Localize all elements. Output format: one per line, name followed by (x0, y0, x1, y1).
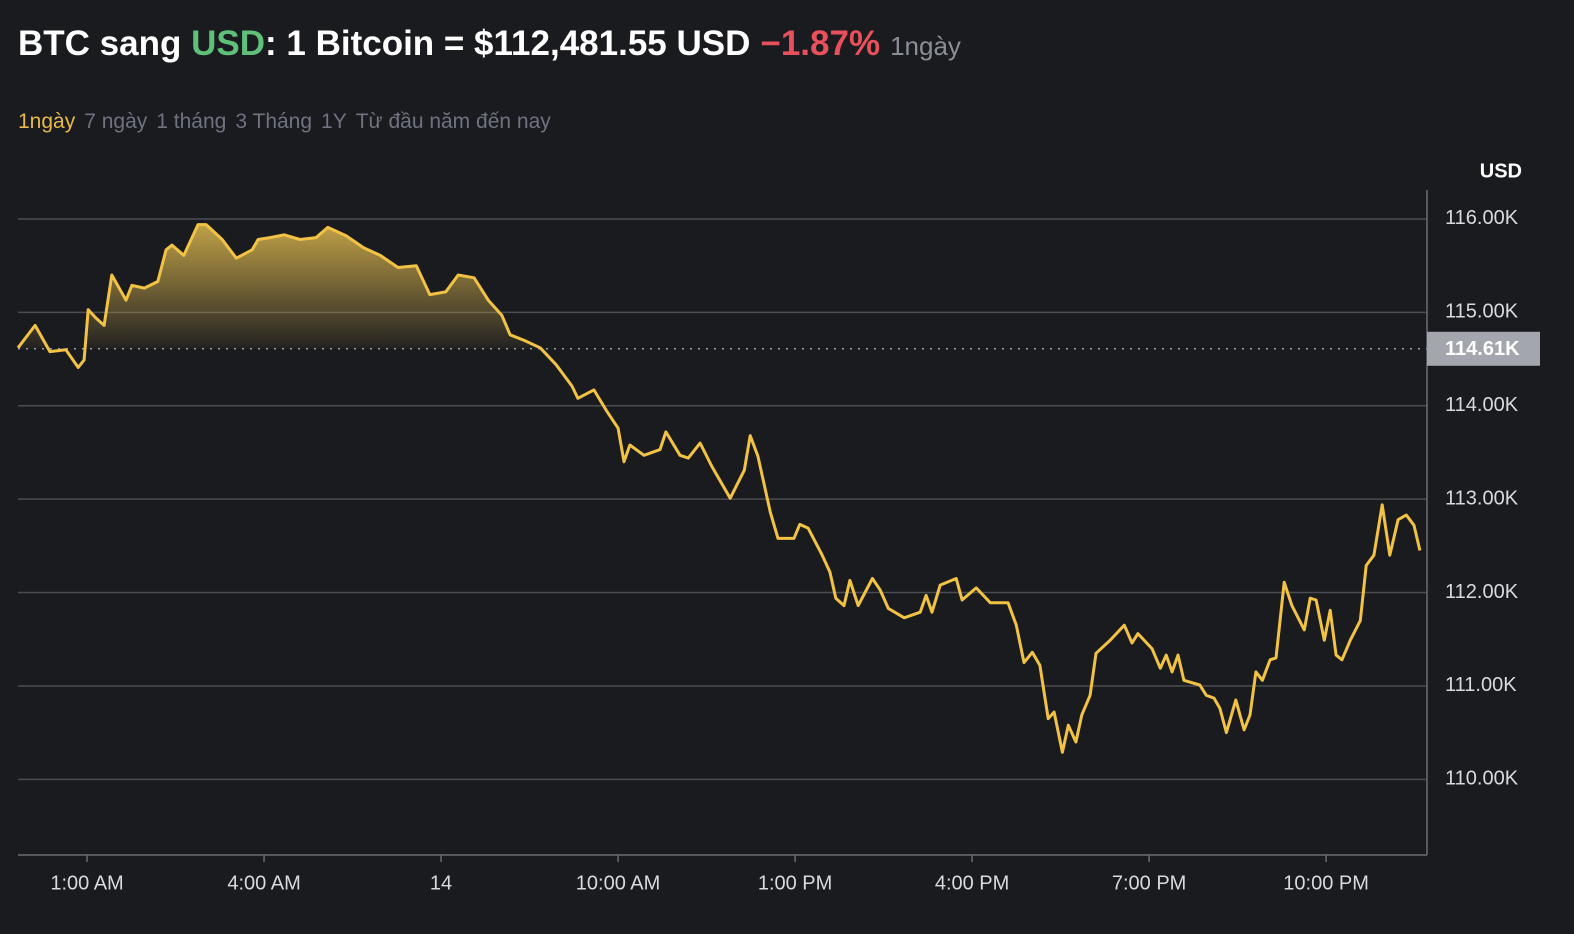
price-line (16, 223, 1422, 754)
range-tab[interactable]: 7 ngày (84, 110, 148, 133)
x-tick-label: 14 (430, 872, 452, 894)
x-tick-label: 4:00 PM (935, 872, 1009, 894)
baseline-label: 114.61K (1445, 338, 1520, 360)
title-quote: USD (191, 24, 265, 63)
title-base: BTC sang (18, 24, 182, 63)
y-tick-label: 116.00K (1445, 207, 1519, 229)
title-period: 1ngày (890, 31, 961, 61)
y-unit: USD (1480, 160, 1522, 182)
range-tab[interactable]: 1Y (321, 110, 347, 133)
range-tabs: 1ngày 7 ngày 1 tháng 3 Tháng 1Y Từ đầu năm đế… (18, 110, 560, 134)
x-tick-label: 4:00 AM (227, 872, 300, 894)
range-tab[interactable]: 1ngày (18, 110, 76, 133)
y-tick-label: 113.00K (1445, 487, 1519, 509)
x-tick-label: 10:00 PM (1283, 872, 1369, 894)
title-rate: : 1 Bitcoin = $112,481.55 USD (265, 24, 751, 63)
y-tick-label: 115.00K (1445, 301, 1519, 323)
title-change: −1.87% (760, 24, 881, 63)
x-tick-label: 10:00 AM (576, 872, 661, 894)
range-tab[interactable]: 3 Tháng (235, 110, 313, 133)
area-fill (18, 224, 1420, 349)
y-tick-label: 112.00K (1445, 581, 1519, 603)
header: BTC sang USD: 1 Bitcoin = $112,481.55 US… (18, 24, 961, 64)
x-tick-label: 1:00 AM (50, 872, 123, 894)
baseline-label-box (1427, 331, 1540, 366)
y-tick-label: 110.00K (1445, 768, 1519, 790)
x-tick-label: 7:00 PM (1112, 872, 1186, 894)
y-tick-label: 114.00K (1445, 394, 1519, 416)
range-tab[interactable]: 1 tháng (156, 110, 227, 133)
y-tick-label: 111.00K (1445, 674, 1517, 696)
range-tab[interactable]: Từ đầu năm đến nay (355, 110, 551, 133)
x-tick-label: 1:00 PM (758, 872, 832, 894)
